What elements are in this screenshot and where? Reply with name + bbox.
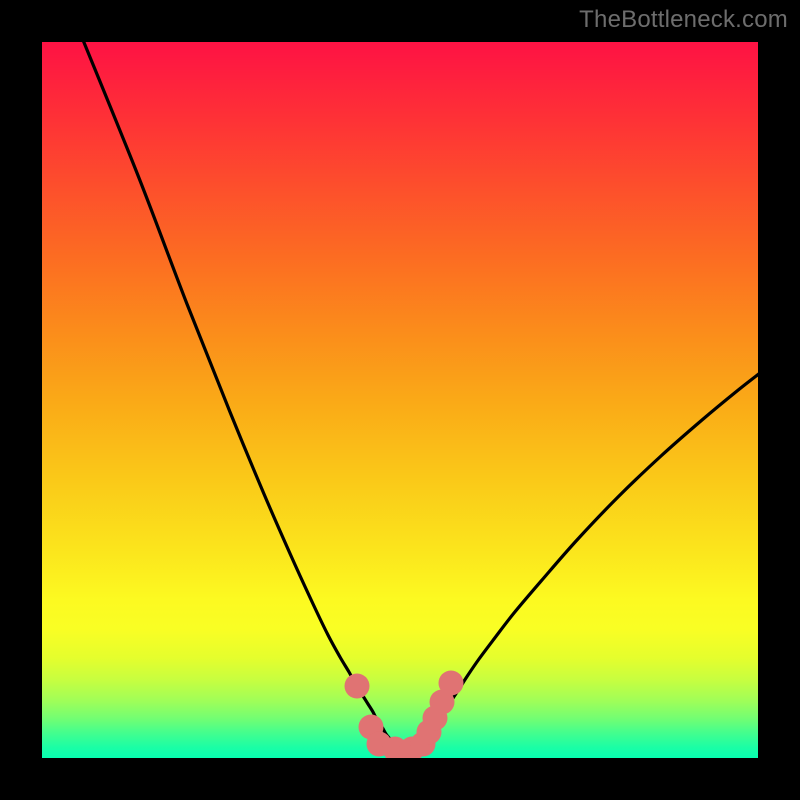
plot-svg — [42, 42, 758, 758]
marker-dot — [345, 674, 370, 699]
gradient-background — [42, 42, 758, 758]
watermark-text: TheBottleneck.com — [579, 6, 788, 34]
plot-area — [42, 42, 758, 758]
marker-dot — [439, 671, 464, 696]
chart-frame: TheBottleneck.com — [0, 0, 800, 800]
